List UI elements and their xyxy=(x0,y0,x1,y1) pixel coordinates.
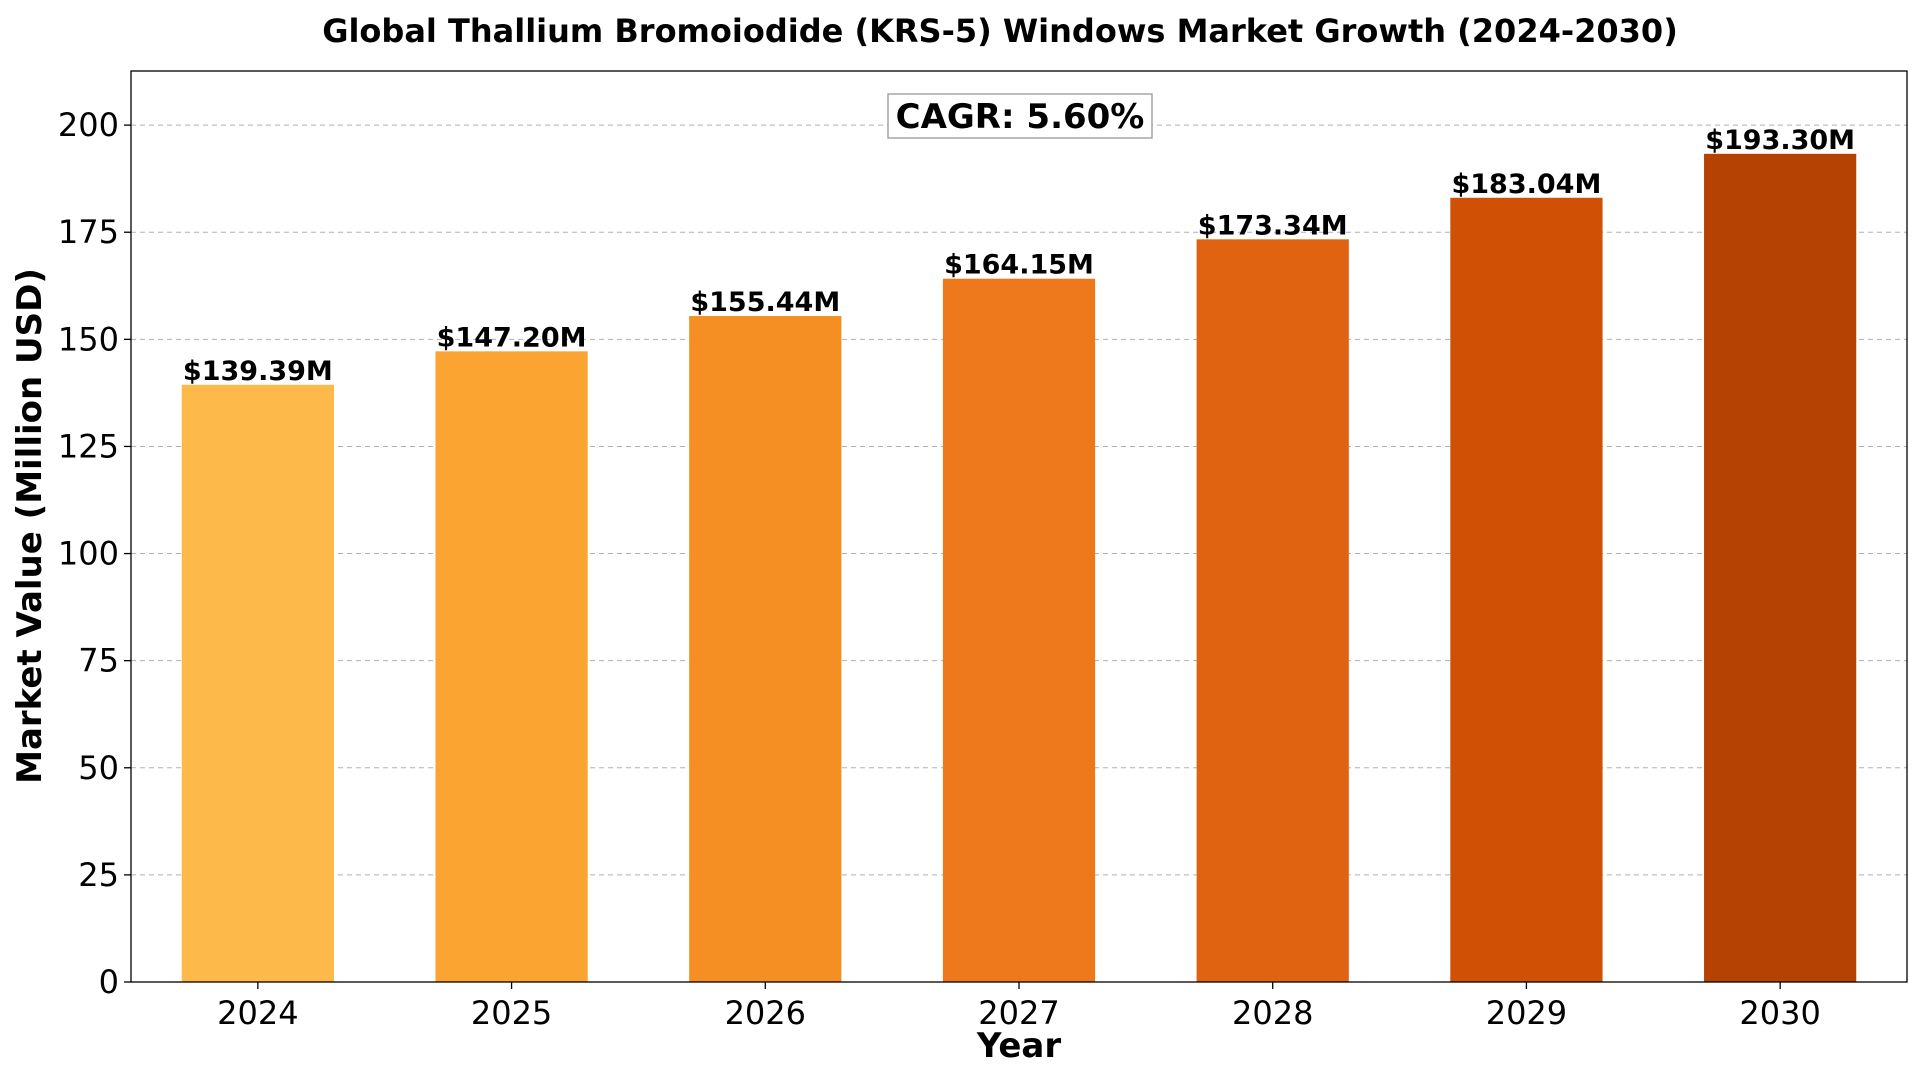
y-tick-label: 75 xyxy=(78,642,119,680)
x-tick-label-2029: 2029 xyxy=(1486,994,1567,1032)
bar-2027 xyxy=(942,278,1096,982)
cagr-annotation-box xyxy=(887,93,1153,139)
bars xyxy=(181,153,1857,983)
y-tick-label: 150 xyxy=(58,320,119,358)
x-axis-label: Year xyxy=(976,1026,1062,1066)
y-tick-label: 200 xyxy=(58,106,119,144)
data-label-2030: $193.30M xyxy=(1705,125,1855,156)
bar-2025 xyxy=(435,351,588,982)
x-tick-label-2024: 2024 xyxy=(217,994,298,1032)
data-label-2029: $183.04M xyxy=(1451,169,1601,200)
bar-2028 xyxy=(1196,239,1349,982)
y-tick-label: 50 xyxy=(78,749,119,787)
x-axis-ticks: 2024 2025 2026 2027 2028 2029 2030 xyxy=(217,982,1821,1032)
cagr-annotation: CAGR: 5.60% xyxy=(887,93,1153,139)
data-labels: $139.39M $147.20M $155.44M $164.15M $173.34M… xyxy=(183,125,1855,387)
x-tick-label-2030: 2030 xyxy=(1739,994,1820,1032)
data-label-2026: $155.44M xyxy=(690,287,840,318)
data-label-2028: $173.34M xyxy=(1198,210,1348,241)
data-label-2024: $139.39M xyxy=(183,356,333,387)
x-tick-label-2027: 2027 xyxy=(978,994,1059,1032)
x-tick-label-2025: 2025 xyxy=(471,994,552,1032)
bar-2024 xyxy=(181,384,334,982)
bar-2026 xyxy=(689,316,842,983)
chart-title: Global Thallium Bromoiodide (KRS-5) Wind… xyxy=(322,12,1678,50)
y-tick-label: 175 xyxy=(58,213,119,251)
y-axis-label: Market Value (Million USD) xyxy=(10,268,50,784)
y-tick-label: 25 xyxy=(78,856,119,894)
y-tick-label: 125 xyxy=(58,427,119,465)
data-label-2027: $164.15M xyxy=(944,250,1094,281)
cagr-annotation-text: CAGR: 5.60% xyxy=(896,97,1145,137)
bar-2029 xyxy=(1450,197,1603,983)
y-axis-ticks: 0 25 50 75 100 125 150 175 200 xyxy=(58,106,131,1001)
x-tick-label-2026: 2026 xyxy=(725,994,806,1032)
data-label-2025: $147.20M xyxy=(437,322,587,353)
x-tick-label-2028: 2028 xyxy=(1232,994,1313,1032)
bar-2030 xyxy=(1704,153,1857,982)
y-tick-label: 0 xyxy=(99,963,119,1001)
y-tick-label: 100 xyxy=(58,535,119,573)
